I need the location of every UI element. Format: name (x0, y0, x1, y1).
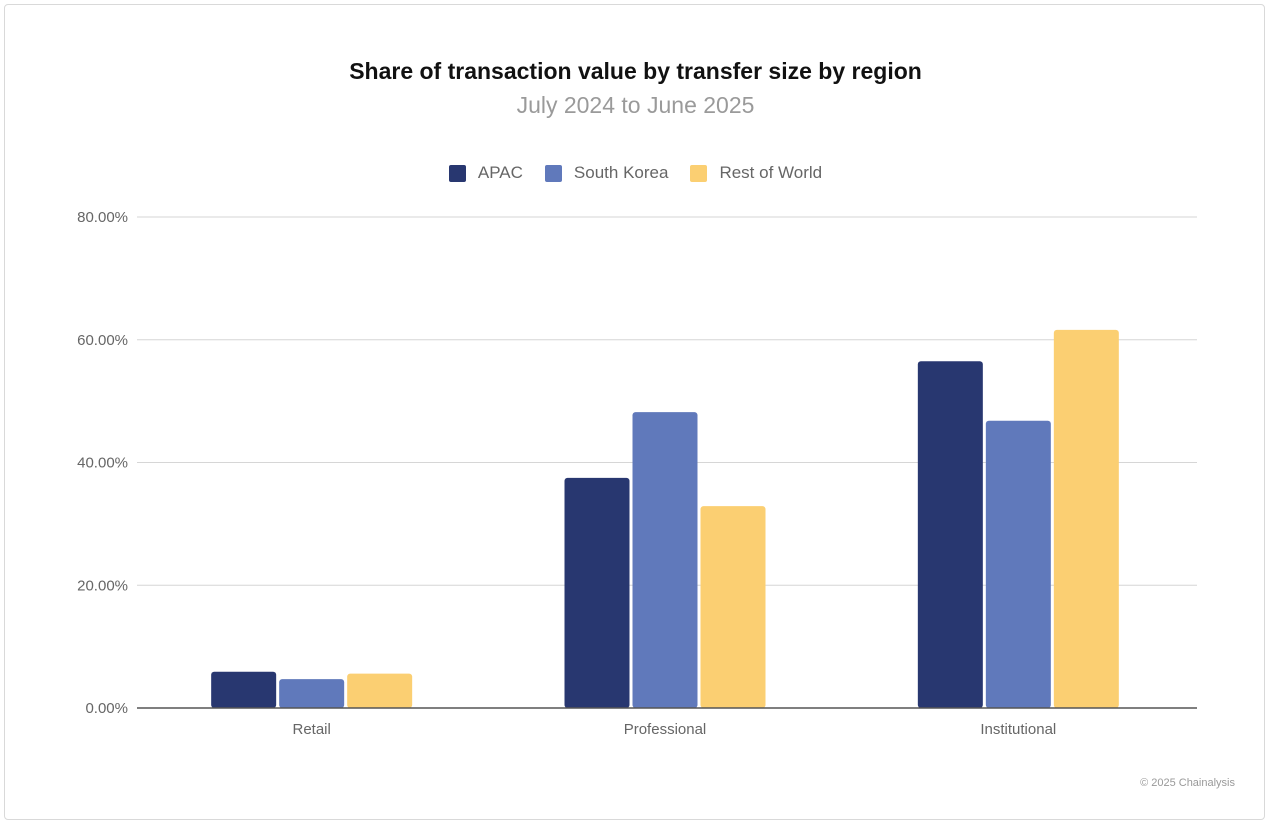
bar-rest-of-world (347, 673, 413, 708)
y-tick-label: 80.00% (77, 209, 128, 226)
y-tick-label: 0.00% (85, 700, 128, 717)
bar-south-korea (632, 412, 698, 708)
legend-swatch (544, 164, 562, 182)
legend-label: South Korea (573, 163, 669, 182)
x-tick-label: Professional (624, 721, 707, 738)
bar-south-korea (985, 420, 1051, 708)
legend-swatch (690, 164, 708, 182)
y-tick-label: 60.00% (77, 332, 128, 349)
bar-rest-of-world (1053, 329, 1119, 708)
y-tick-label: 20.00% (77, 577, 128, 594)
x-tick-label: Retail (292, 721, 330, 738)
credit: © 2025 Chainalysis (1140, 777, 1235, 789)
chart-title: Share of transaction value by transfer s… (349, 58, 922, 84)
legend: APAC South Korea Rest of World (0, 163, 1271, 183)
legend-swatch (448, 164, 466, 182)
legend-item-south-korea: South Korea (544, 163, 669, 183)
x-tick-label: Institutional (980, 721, 1056, 738)
legend-label: APAC (477, 163, 523, 182)
chart-subtitle: July 2024 to June 2025 (516, 92, 755, 118)
y-tick-label: 40.00% (77, 455, 128, 472)
bar-south-korea (279, 679, 345, 708)
legend-item-rest-of-world: Rest of World (690, 163, 822, 183)
bar-apac (211, 671, 277, 708)
legend-item-apac: APAC (448, 163, 523, 183)
chart-frame (4, 4, 1265, 820)
bar-apac (917, 361, 983, 708)
bar-apac (564, 477, 630, 708)
bar-rest-of-world (700, 506, 766, 708)
legend-label: Rest of World (719, 163, 823, 182)
